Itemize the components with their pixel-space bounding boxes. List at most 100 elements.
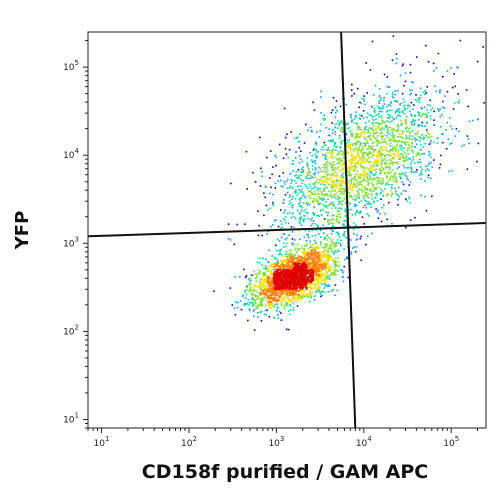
event-dot	[298, 248, 301, 251]
event-dot	[296, 261, 299, 264]
event-dot	[326, 194, 329, 197]
event-dot	[390, 138, 393, 141]
event-dot	[313, 265, 316, 268]
event-dot	[392, 127, 394, 130]
event-dot	[320, 198, 322, 200]
event-dot	[319, 287, 321, 290]
event-dot	[307, 255, 310, 257]
event-dot	[257, 316, 259, 319]
event-dot	[365, 200, 368, 203]
event-dot	[364, 138, 366, 140]
event-dot	[376, 200, 379, 202]
event-dot	[348, 159, 350, 162]
event-dot	[335, 220, 337, 222]
event-dot	[295, 267, 298, 269]
event-dot	[341, 276, 344, 279]
event-dot	[289, 270, 292, 272]
event-dot	[245, 293, 248, 296]
event-dot	[302, 281, 305, 283]
event-dot	[343, 188, 346, 190]
event-dot	[378, 149, 381, 152]
event-dot	[409, 132, 411, 134]
event-dot	[297, 277, 300, 280]
event-dot	[386, 93, 388, 95]
event-dot	[336, 180, 338, 183]
event-dot	[373, 189, 375, 192]
event-dot	[294, 197, 297, 200]
event-dot	[349, 184, 352, 186]
event-dot	[281, 284, 284, 286]
event-dot	[344, 189, 346, 192]
event-dot	[395, 148, 398, 151]
event-dot	[292, 204, 295, 206]
event-dot	[264, 309, 267, 312]
event-dot	[320, 276, 323, 279]
event-dot	[362, 148, 364, 151]
event-dot	[409, 181, 412, 183]
event-dot	[267, 284, 270, 286]
event-dot	[316, 263, 318, 265]
event-dot	[321, 214, 323, 216]
event-dot	[284, 253, 287, 255]
event-dot	[364, 144, 367, 146]
event-dot	[386, 85, 389, 88]
event-dot	[272, 224, 274, 226]
event-dot	[291, 206, 294, 209]
event-dot	[253, 288, 255, 290]
event-dot	[278, 272, 280, 274]
event-dot	[395, 53, 398, 55]
event-dot	[271, 292, 274, 294]
event-dot	[327, 223, 330, 225]
event-dot	[456, 101, 459, 103]
event-dot	[385, 120, 388, 123]
event-dot	[380, 161, 383, 164]
event-dot	[318, 270, 320, 273]
event-dot	[391, 120, 393, 123]
event-dot	[279, 209, 282, 211]
event-dot	[321, 264, 323, 267]
event-dot	[326, 149, 329, 151]
event-dot	[282, 276, 285, 278]
event-dot	[333, 264, 336, 266]
event-dot	[323, 264, 326, 267]
event-dot	[297, 175, 300, 177]
event-dot	[446, 70, 449, 72]
event-dot	[427, 176, 430, 179]
event-dot	[319, 242, 322, 245]
event-dot	[282, 286, 285, 289]
event-dot	[392, 136, 394, 139]
event-dot	[254, 299, 256, 301]
event-dot	[270, 294, 272, 296]
event-dot	[283, 233, 286, 236]
event-dot	[304, 251, 307, 253]
event-dot	[327, 194, 329, 197]
event-dot	[390, 171, 393, 173]
event-dot	[314, 273, 316, 276]
event-dot	[293, 298, 296, 301]
event-dot	[268, 280, 270, 283]
event-dot	[284, 255, 287, 258]
event-dot	[312, 256, 315, 258]
event-dot	[277, 287, 280, 290]
event-dot	[367, 202, 369, 205]
event-dot	[420, 161, 422, 164]
event-dot	[331, 122, 333, 124]
event-dot	[307, 177, 310, 180]
event-dot	[364, 194, 367, 196]
event-dot	[334, 263, 336, 265]
event-dot	[307, 264, 310, 267]
event-dot	[398, 172, 401, 175]
event-dot	[249, 309, 251, 311]
event-dot	[393, 129, 395, 131]
event-dot	[250, 289, 252, 292]
event-dot	[284, 284, 287, 287]
event-dot	[309, 177, 312, 180]
event-dot	[263, 267, 265, 270]
event-dot	[382, 141, 384, 143]
event-dot	[372, 94, 375, 96]
event-dot	[302, 166, 304, 169]
event-dot	[383, 134, 385, 137]
event-dot	[274, 289, 277, 292]
event-dot	[324, 168, 326, 171]
event-dot	[353, 121, 355, 124]
